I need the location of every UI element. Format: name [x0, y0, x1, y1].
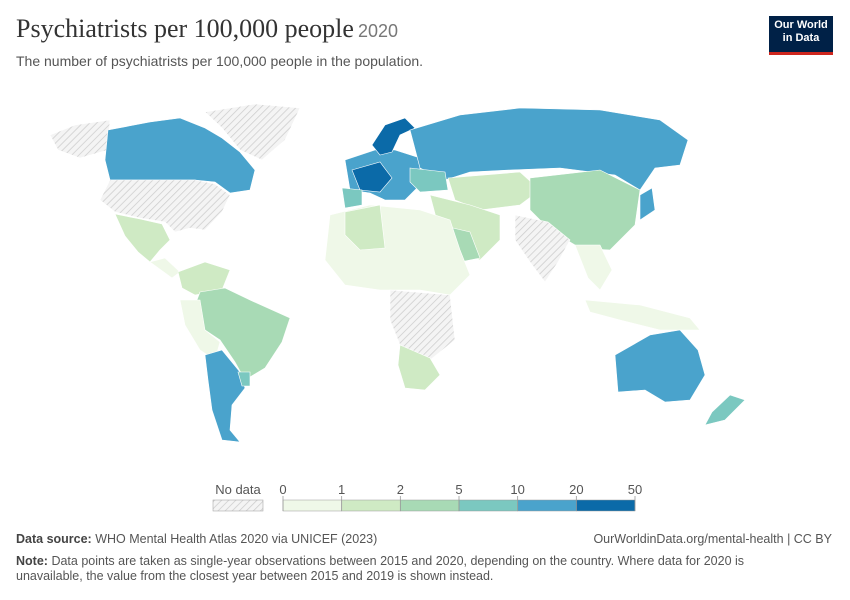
france-germany: [351, 161, 393, 193]
year: 2020: [357, 21, 398, 41]
scandinavia: [371, 117, 416, 156]
ukraine-turkey: [409, 167, 449, 193]
central-america: [149, 257, 181, 279]
legend-tick-label: 10: [510, 482, 524, 497]
algeria: [344, 204, 386, 251]
subtitle: The number of psychiatrists per 100,000 …: [16, 53, 424, 69]
legend-tick-label: 0: [279, 482, 286, 497]
title: Psychiatrists per 100,000 people: [16, 14, 354, 43]
legend-tick-label: 5: [455, 482, 462, 497]
australia: [614, 329, 706, 403]
legend-swatch: [458, 499, 518, 512]
legend-swatch: [400, 499, 460, 512]
india: [514, 214, 571, 283]
logo[interactable]: Our World in Data: [769, 16, 833, 55]
se-asia: [574, 244, 701, 331]
logo-line: Our World: [774, 19, 828, 31]
legend: No data 0 1 2 5 10 20 50: [212, 482, 642, 512]
japan: [639, 187, 656, 221]
source-text: WHO Mental Health Atlas 2020 via UNICEF …: [95, 532, 378, 546]
peru-bolivia: [179, 299, 221, 361]
title-block: Psychiatrists per 100,000 people 2020: [16, 14, 398, 44]
no-data-swatch: [212, 499, 264, 512]
argentina-chile: [204, 349, 246, 443]
iberia: [341, 187, 363, 209]
legend-swatch: [341, 499, 401, 512]
south-africa: [397, 344, 441, 391]
legend-swatch: [576, 499, 636, 512]
logo-line: in Data: [782, 32, 820, 44]
mexico: [114, 213, 171, 263]
url[interactable]: OurWorldinData.org/mental-health | CC BY: [593, 532, 832, 546]
legend-tick-label: 2: [397, 482, 404, 497]
uruguay: [237, 371, 251, 387]
central-asia: [447, 171, 541, 211]
legend-swatch: [517, 499, 577, 512]
source: Data source: WHO Mental Health Atlas 202…: [16, 532, 377, 546]
new-zealand: [704, 394, 746, 426]
countries: [49, 103, 746, 443]
legend-swatch: [282, 499, 342, 512]
legend-tick-label: 1: [338, 482, 345, 497]
legend-tick-label: 20: [569, 482, 583, 497]
usa: [99, 179, 231, 233]
note-text: Data points are taken as single-year obs…: [16, 554, 745, 583]
note-label: Note:: [16, 554, 48, 568]
source-label: Data source:: [16, 532, 92, 546]
no-data-label: No data: [215, 482, 261, 497]
russia: [409, 107, 689, 191]
legend-tick-label: 50: [628, 482, 642, 497]
note: Note: Data points are taken as single-ye…: [16, 554, 786, 584]
